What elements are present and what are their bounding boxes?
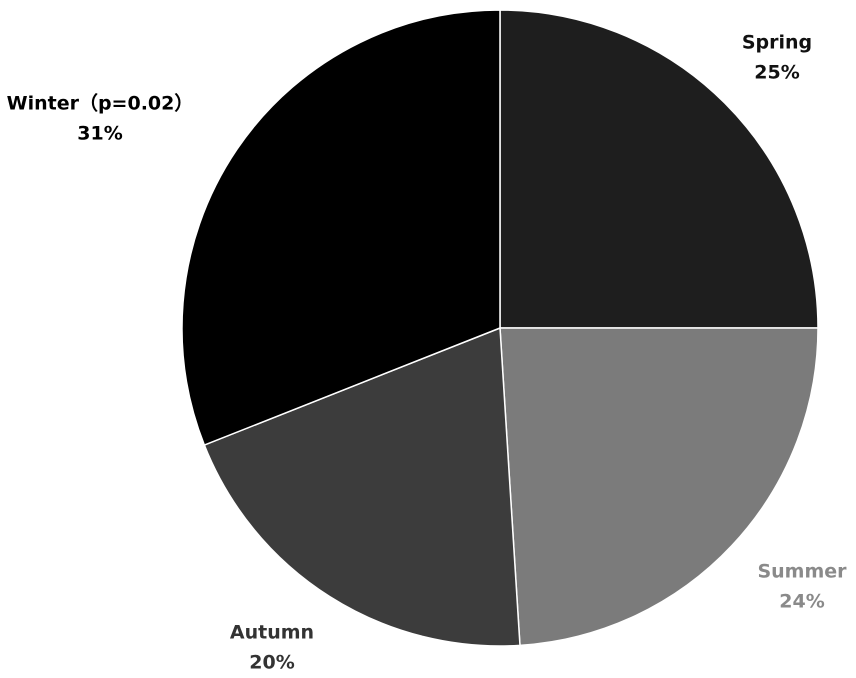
slice-label: Summer: [757, 561, 847, 583]
pie-slice: [203, 326, 521, 647]
slice-label: Autumn: [230, 622, 314, 644]
slice-value-label: 24%: [779, 591, 824, 613]
pie-slice: [181, 9, 501, 447]
slice-value-label: 20%: [249, 652, 294, 674]
pie-slice: [499, 327, 819, 647]
pie-slice: [499, 9, 819, 329]
slice-value-label: 25%: [754, 62, 799, 84]
slice-label: Winter（p=0.02）: [7, 92, 194, 115]
slice-value-label: 31%: [77, 123, 122, 145]
slice-label: Spring: [742, 32, 812, 54]
